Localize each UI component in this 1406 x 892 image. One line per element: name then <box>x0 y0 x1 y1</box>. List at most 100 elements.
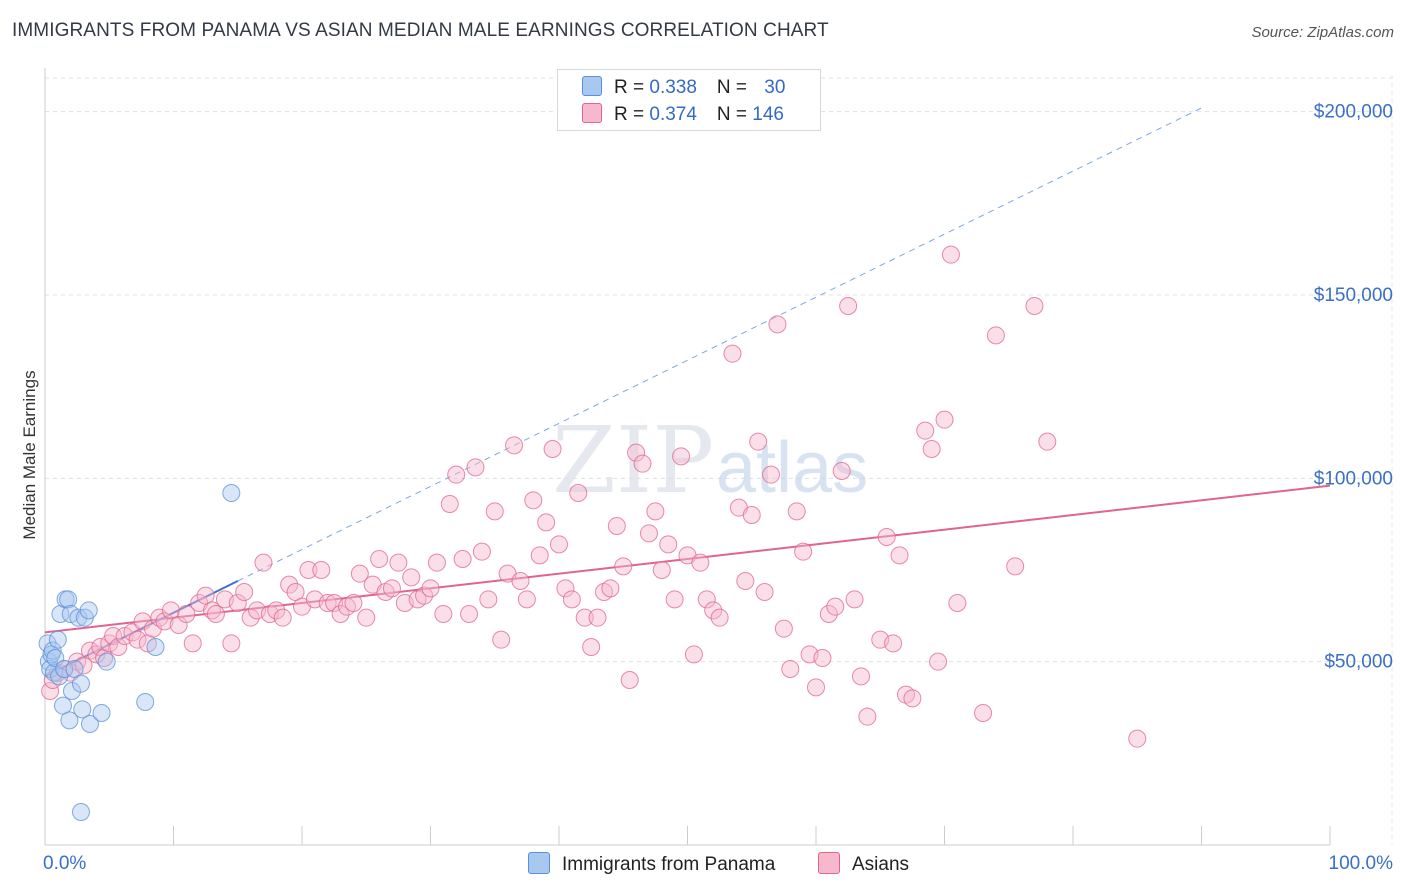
point-asians <box>524 491 543 510</box>
point-asians <box>440 495 459 513</box>
stats-legend-row-asians: R = 0.374 N = 146 <box>582 103 784 127</box>
axes <box>44 68 1331 846</box>
point-asians <box>447 465 466 484</box>
point-panama <box>146 638 165 656</box>
point-asians <box>434 605 453 623</box>
point-asians <box>916 421 935 440</box>
source-label: Source: ZipAtlas.com <box>1251 24 1394 41</box>
point-panama <box>48 630 67 649</box>
point-asians <box>839 297 858 315</box>
point-asians <box>607 517 626 535</box>
n-label: N = <box>716 104 753 125</box>
point-asians <box>427 553 446 572</box>
point-asians <box>601 579 620 598</box>
point-asians <box>128 630 147 649</box>
point-asians <box>948 594 967 612</box>
point-asians <box>556 579 575 598</box>
point-asians <box>1025 297 1044 315</box>
stats-legend: R = 0.338 N = 30 R = 0.374 N = 146 <box>557 69 821 131</box>
point-asians <box>768 315 787 334</box>
point-asians <box>986 326 1005 345</box>
legend-item-asians[interactable]: Asians <box>818 852 909 876</box>
point-asians <box>402 568 421 587</box>
point-asians <box>582 638 601 656</box>
panama-swatch <box>582 76 602 96</box>
point-asians <box>723 344 742 363</box>
point-asians <box>543 440 562 458</box>
point-asians <box>460 605 479 623</box>
x-tick-labels: 0.0% 100.0% <box>43 853 1393 874</box>
point-asians <box>922 440 941 458</box>
point-asians <box>646 502 665 521</box>
asians-legend-swatch <box>818 852 840 874</box>
x-tick-label: 100.0% <box>1329 853 1394 874</box>
x-tick-label: 0.0% <box>43 853 86 874</box>
r-value: 0.374 <box>649 104 697 125</box>
n-value: 30 <box>764 77 786 98</box>
point-asians <box>299 561 318 579</box>
point-asians <box>813 649 832 667</box>
point-asians <box>614 557 633 576</box>
point-asians <box>794 542 813 561</box>
point-asians <box>620 671 639 689</box>
point-asians <box>807 678 825 697</box>
point-asians <box>697 590 716 609</box>
point-asians <box>575 608 594 627</box>
point-asians <box>235 583 254 601</box>
point-panama <box>79 601 98 620</box>
legend-item-panama[interactable]: Immigrants from Panama <box>528 852 775 876</box>
point-asians <box>569 484 588 502</box>
r-label: R = <box>614 77 650 98</box>
point-asians <box>206 605 225 623</box>
point-asians <box>704 601 723 620</box>
watermark-atlas: atlas <box>716 428 868 508</box>
point-asians <box>466 458 485 477</box>
point-panama <box>44 663 63 682</box>
point-asians <box>1128 729 1147 748</box>
point-asians <box>550 535 568 554</box>
point-panama <box>71 674 90 693</box>
point-asians <box>155 612 174 631</box>
asians-swatch <box>582 103 602 123</box>
point-asians <box>633 454 652 473</box>
point-asians <box>143 619 162 638</box>
point-asians <box>511 572 530 590</box>
point-asians <box>935 410 954 429</box>
point-asians <box>530 546 549 565</box>
point-asians <box>505 436 524 455</box>
y-tick-label: $100,000 <box>1314 468 1393 489</box>
point-asians <box>350 564 369 583</box>
point-panama <box>71 803 90 821</box>
point-asians <box>389 553 408 572</box>
point-asians <box>774 619 793 638</box>
y-axis-label: Median Male Earnings <box>20 370 39 540</box>
point-asians <box>691 553 710 572</box>
point-asians <box>41 682 60 700</box>
point-asians <box>222 634 241 653</box>
point-asians <box>832 462 851 480</box>
y-tick-label: $50,000 <box>1324 652 1393 673</box>
point-asians <box>177 605 196 623</box>
point-panama <box>69 608 88 627</box>
point-asians <box>241 608 260 627</box>
point-panama <box>80 715 99 733</box>
point-asians <box>318 594 337 612</box>
n-label: N = <box>716 77 753 98</box>
point-panama <box>73 700 92 719</box>
point-panama <box>97 652 116 671</box>
y-tick-label: $150,000 <box>1314 285 1393 306</box>
point-asians <box>109 638 128 656</box>
legend-label-panama: Immigrants from Panama <box>562 854 776 875</box>
point-asians <box>929 652 948 671</box>
point-asians <box>357 608 376 627</box>
point-asians <box>903 689 922 708</box>
point-asians <box>479 590 498 609</box>
point-asians <box>537 513 556 532</box>
point-panama <box>55 660 74 678</box>
point-asians <box>652 561 671 579</box>
point-panama <box>136 693 155 711</box>
point-asians <box>161 601 180 620</box>
trend-line-asians <box>44 484 1331 634</box>
point-asians <box>492 630 511 649</box>
point-asians <box>672 447 691 466</box>
